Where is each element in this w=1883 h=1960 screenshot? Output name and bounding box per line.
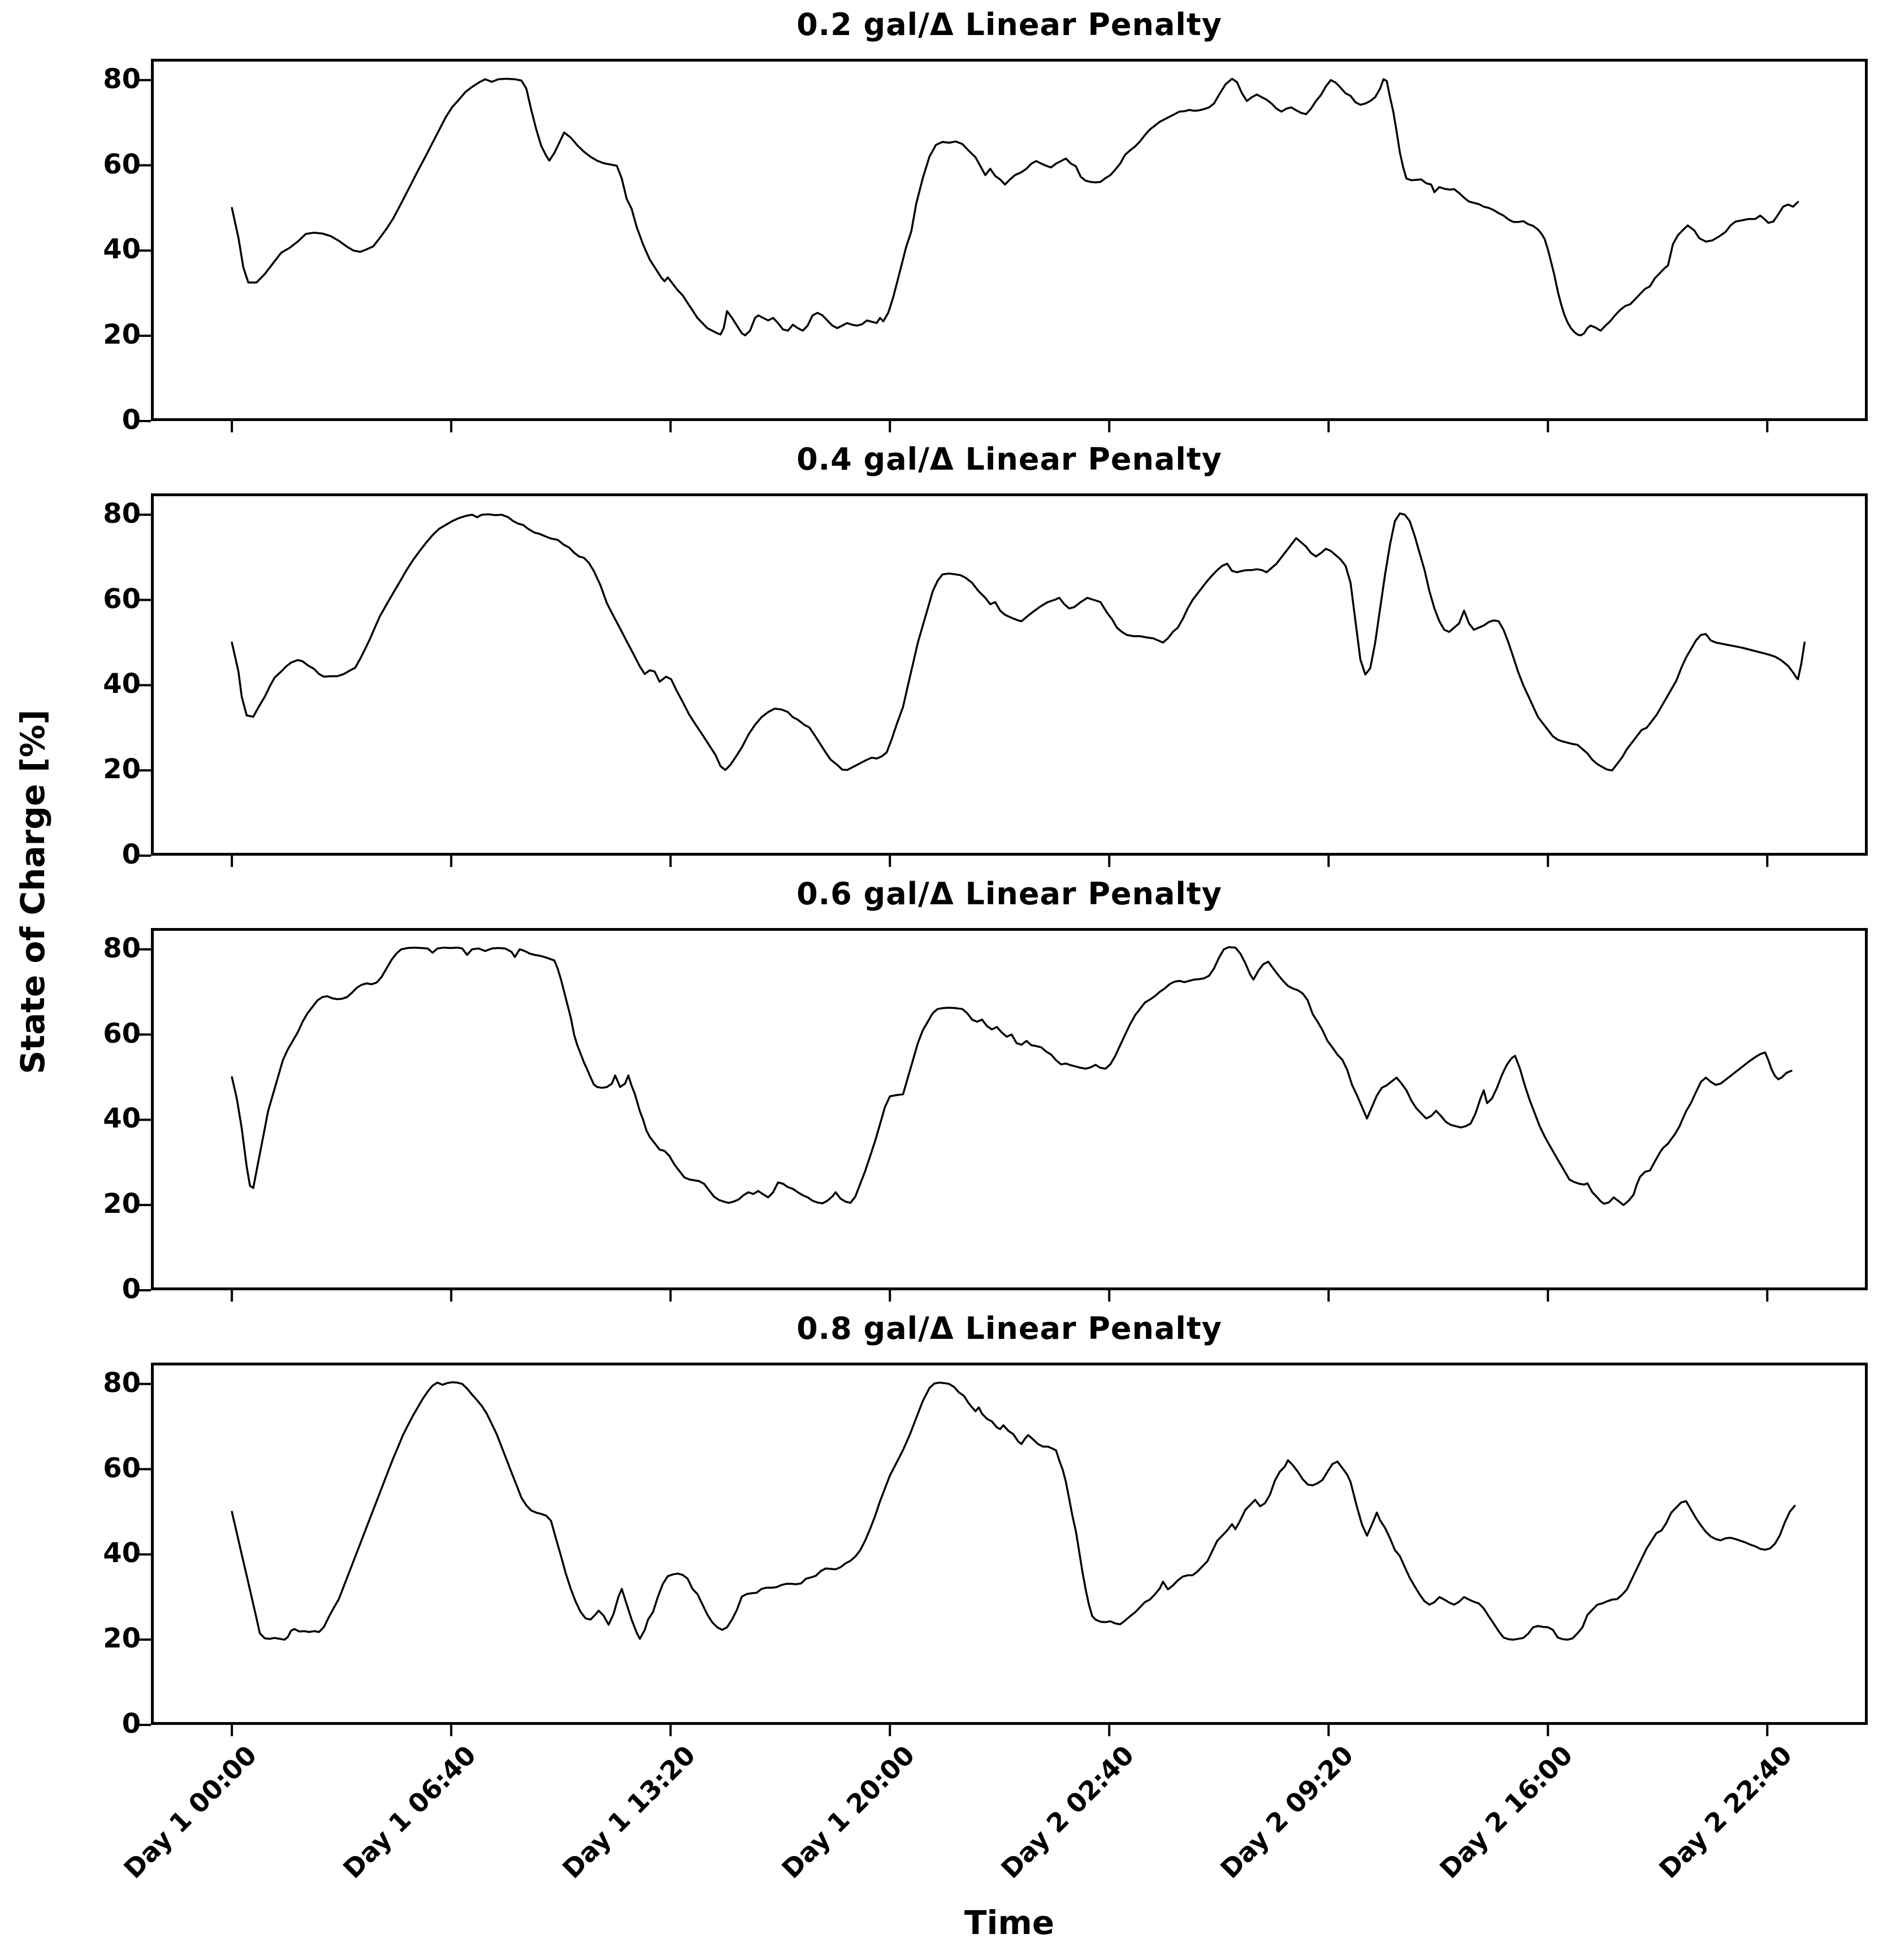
y-tick-label: 0 [122, 404, 141, 436]
x-tick-label: Day 1 13:20 [556, 1740, 702, 1885]
line-plot [137, 928, 1868, 1302]
line-plot [137, 493, 1868, 867]
soc-line [231, 946, 1793, 1206]
y-tick-label: 80 [103, 1367, 141, 1399]
y-tick-label: 80 [103, 932, 141, 964]
y-tick-label: 60 [103, 1017, 141, 1050]
soc-line [231, 77, 1799, 337]
x-tick-label: Day 2 16:00 [1434, 1740, 1579, 1885]
y-tick-label: 20 [103, 319, 141, 351]
y-tick-label: 80 [103, 63, 141, 95]
x-tick-label: Day 1 20:00 [776, 1740, 921, 1885]
y-tick-label: 0 [122, 839, 141, 870]
axes-frame [151, 493, 1868, 856]
axes-frame [151, 59, 1868, 421]
y-tick-label: 60 [103, 148, 141, 180]
subplot-title-0.2: 0.2 gal/Δ Linear Penalty [797, 7, 1222, 42]
x-tick-label: Day 1 00:00 [118, 1740, 263, 1885]
line-plot [137, 59, 1868, 432]
subplot-title-0.4: 0.4 gal/Δ Linear Penalty [797, 441, 1222, 477]
subplot-title-0.8: 0.8 gal/Δ Linear Penalty [797, 1311, 1222, 1346]
y-tick-label: 40 [103, 668, 141, 700]
x-tick-label: Day 2 22:40 [1653, 1740, 1798, 1885]
y-tick-label: 20 [103, 1623, 141, 1655]
subplot-0.2-axes: 0 20 40 60 80 [103, 59, 1868, 433]
subplot-0.8-axes: 0 20 40 60 80 [103, 1363, 1868, 1737]
y-tick-label: 20 [103, 1188, 141, 1220]
y-tick-label: 60 [103, 583, 141, 615]
y-tick-label: 0 [122, 1708, 141, 1740]
line-plot [137, 1363, 1868, 1736]
axes-frame [151, 928, 1868, 1290]
axes-frame [151, 1363, 1868, 1725]
subplot-0.4-axes: 0 20 40 60 80 [103, 493, 1868, 868]
y-tick-label: 40 [103, 1103, 141, 1135]
y-tick-label: 0 [122, 1273, 141, 1305]
soc-line [231, 1381, 1796, 1641]
y-axis-label: State of Charge [%] [14, 709, 52, 1074]
x-tick-label: Day 2 09:20 [1214, 1740, 1360, 1885]
y-tick-label: 40 [103, 233, 141, 266]
y-tick-label: 80 [103, 497, 141, 530]
x-tick-label: Day 1 06:40 [337, 1740, 482, 1885]
y-tick-label: 40 [103, 1537, 141, 1569]
subplot-title-0.6: 0.6 gal/Δ Linear Penalty [797, 876, 1222, 912]
x-tick-label: Day 2 02:40 [995, 1740, 1140, 1885]
x-axis-label: Time [964, 1903, 1055, 1942]
soc-line [231, 512, 1806, 771]
subplot-0.6-axes: 0 20 40 60 80 [103, 928, 1868, 1303]
y-tick-label: 20 [103, 753, 141, 786]
y-tick-label: 60 [103, 1452, 141, 1484]
